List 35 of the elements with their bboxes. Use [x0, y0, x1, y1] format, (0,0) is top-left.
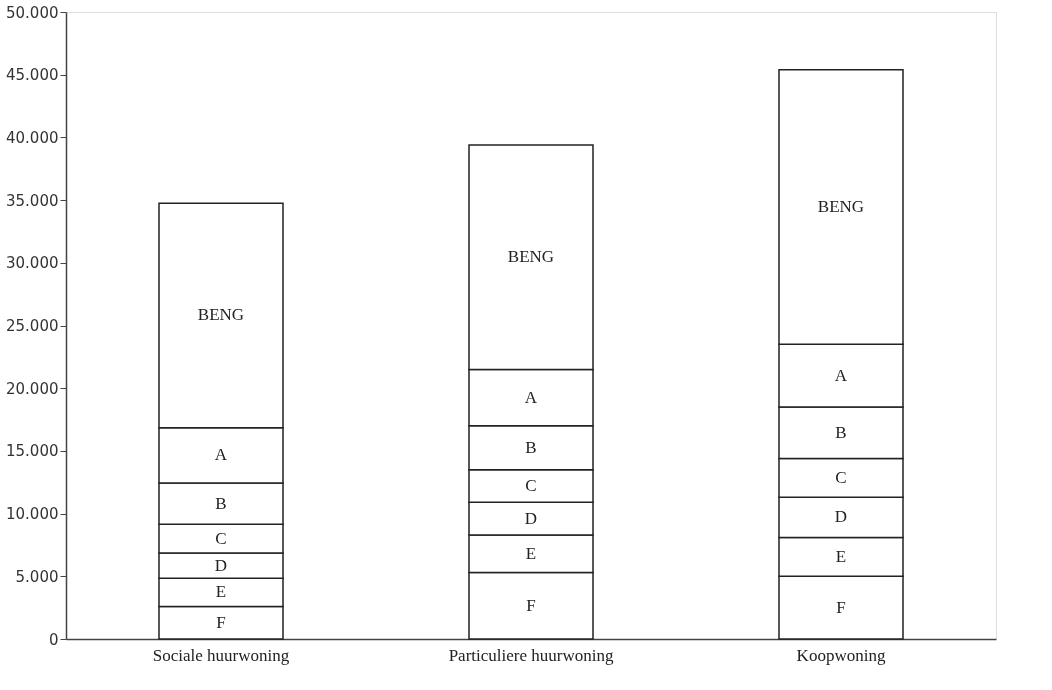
text: E: [835, 546, 847, 566]
y-tick-label: 5.000: [15, 567, 59, 586]
text: C: [525, 476, 537, 496]
text: D: [834, 507, 848, 527]
y-tick-label: 35.000: [6, 191, 59, 210]
series-label: E: [215, 582, 227, 602]
y-tick-label: 45.000: [6, 66, 59, 85]
text: BENG: [817, 197, 865, 216]
text: F: [836, 597, 846, 617]
text: A: [524, 387, 538, 407]
text: D: [524, 508, 538, 528]
text: C: [835, 467, 847, 487]
series-label: A: [214, 445, 228, 465]
y-tick-label: 25.000: [6, 317, 59, 335]
y-tick-label: 15.000: [6, 442, 59, 461]
y-tick-label: 0: [48, 630, 59, 649]
series-label: C: [215, 528, 227, 548]
text: A: [834, 365, 848, 385]
series-label: D: [214, 555, 228, 575]
text: E: [525, 543, 537, 563]
text: BENG: [507, 247, 555, 267]
x-tick-label: Particuliere huurwoning: [448, 645, 614, 665]
y-tick-label: 20.000: [6, 379, 59, 398]
series-label: BENG: [197, 305, 245, 325]
y-tick-label: 10.000: [6, 505, 59, 524]
y-tick-label: 30.000: [6, 254, 59, 273]
y-tick-label: 40.000: [6, 128, 59, 147]
x-tick-label: Koopwoning: [796, 645, 886, 665]
text: B: [835, 422, 847, 442]
y-tick-label: 50.000: [6, 3, 59, 22]
x-tick-label: Sociale huurwoning: [152, 645, 290, 665]
text: B: [525, 437, 537, 457]
text: F: [526, 595, 536, 615]
series-label: B: [215, 493, 227, 513]
series-label: F: [216, 612, 226, 632]
